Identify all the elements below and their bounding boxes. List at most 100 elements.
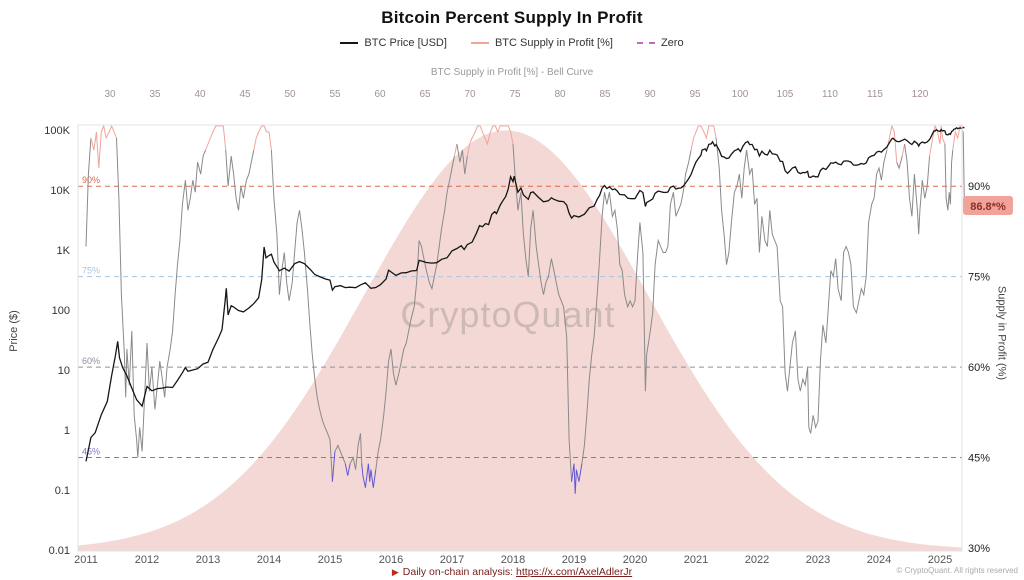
right-axis-tick: 90%	[968, 181, 990, 193]
legend-item-zero: Zero	[636, 37, 684, 49]
legend-label-btc-price: BTC Price [USD]	[364, 37, 447, 49]
left-axis-tick: 10	[58, 365, 70, 377]
left-axis-tick: 1K	[57, 245, 71, 257]
top-axis-tick: 65	[419, 89, 431, 100]
x-axis-tick: 2013	[196, 554, 220, 566]
supply-in-profit-line	[466, 125, 514, 157]
supply-in-profit-line	[453, 143, 458, 157]
supply-in-profit-line	[90, 124, 117, 169]
footer-link[interactable]: https://x.com/AxelAdlerJr	[516, 566, 633, 578]
right-axis-tick: 60%	[968, 362, 990, 374]
top-axis-tick: 70	[464, 89, 476, 100]
top-axis-tick: 60	[374, 89, 386, 100]
x-axis-tick: 2020	[623, 554, 647, 566]
current-value-text: 86.8*%	[970, 201, 1006, 213]
supply-in-profit-line	[334, 444, 346, 464]
supply-in-profit-line	[715, 137, 888, 434]
supply-in-profit-line	[944, 143, 954, 211]
top-axis-tick: 95	[689, 89, 701, 100]
x-axis-tick: 2017	[440, 554, 464, 566]
x-axis-tick: 2025	[928, 554, 952, 566]
supply-in-profit-line	[85, 137, 92, 247]
left-axis-tick: 0.01	[49, 545, 70, 557]
top-axis-tick: 55	[329, 89, 341, 100]
top-axis-tick: 105	[777, 89, 794, 100]
supply-in-profit-line	[904, 143, 931, 235]
legend-item-btc-price: BTC Price [USD]	[340, 37, 447, 49]
supply-line-swatch	[470, 42, 489, 44]
x-axis-tick: 2024	[867, 554, 891, 566]
legend: BTC Price [USD] BTC Supply in Profit [%]…	[0, 37, 1024, 49]
supply-in-profit-line	[690, 125, 717, 151]
top-axis-tick: 110	[822, 89, 838, 100]
x-axis-tick: 2019	[562, 554, 586, 566]
plot-border	[77, 124, 963, 552]
supply-in-profit-line	[205, 125, 227, 151]
x-axis-tick: 2012	[135, 554, 159, 566]
price-line-swatch	[340, 42, 359, 44]
gridline-label-45: 45%	[82, 447, 100, 457]
x-axis-tick: 2023	[806, 554, 830, 566]
supply-in-profit-line	[962, 131, 965, 206]
copyright-notice: © CryptoQuant. All rights reserved	[896, 566, 1019, 575]
footer-text: Daily on-chain analysis:	[402, 566, 514, 578]
bell-curve-area	[78, 130, 962, 551]
x-axis-tick: 2018	[501, 554, 525, 566]
flag-icon: ▶	[391, 567, 399, 577]
left-axis-tick: 10K	[50, 185, 70, 197]
left-axis-tick: 100K	[44, 125, 70, 137]
chart-title: Bitcoin Percent Supply In Profit	[381, 8, 643, 27]
legend-label-supply-in-profit: BTC Supply in Profit [%]	[494, 37, 613, 49]
supply-in-profit-line	[270, 149, 333, 482]
x-axis-tick: 2011	[74, 554, 98, 566]
supply-in-profit-line	[456, 143, 468, 175]
supply-in-profit-line	[344, 463, 351, 476]
x-axis-tick: 2022	[745, 554, 769, 566]
supply-in-profit-line	[116, 137, 207, 458]
top-axis-tick: 90	[644, 89, 656, 100]
supply-in-profit-line	[331, 451, 336, 482]
supply-in-profit-line	[225, 149, 255, 211]
supply-in-profit-line	[886, 124, 898, 163]
right-axis-tick: 45%	[968, 453, 990, 465]
supply-in-profit-line	[361, 463, 377, 488]
supply-in-profit-line	[349, 433, 363, 470]
supply-in-profit-line	[375, 156, 455, 470]
top-axis-tick: 40	[194, 89, 206, 100]
x-axis-tick: 2021	[684, 554, 708, 566]
supply-in-profit-line	[512, 143, 573, 482]
gridline-label-90: 90%	[82, 175, 100, 185]
top-axis-tick: 75	[509, 89, 521, 100]
btc-price-line	[85, 126, 965, 462]
gridline-label-75: 75%	[82, 266, 100, 276]
x-axis-tick: 2016	[379, 554, 403, 566]
current-value-badge	[963, 196, 1013, 215]
supply-in-profit-line	[896, 155, 903, 170]
supply-in-profit-line	[571, 463, 583, 494]
top-axis-tick: 80	[554, 89, 566, 100]
supply-in-profit-line	[581, 149, 692, 464]
supply-in-profit-line	[901, 143, 906, 157]
left-axis-tick: 0.1	[55, 485, 70, 497]
top-axis-tick: 115	[867, 89, 883, 100]
top-axis-tick: 85	[599, 89, 611, 100]
left-axis-tick: 100	[52, 305, 70, 317]
top-axis-tick: 45	[239, 89, 251, 100]
top-axis-tick: 120	[912, 89, 929, 100]
supply-in-profit-line	[253, 125, 272, 151]
gridline-label-60: 60%	[82, 356, 100, 366]
left-axis-tick: 1	[64, 425, 70, 437]
top-axis-tick: 100	[732, 89, 749, 100]
x-axis-tick: 2014	[257, 554, 281, 566]
top-axis-title: BTC Supply in Profit [%] - Bell Curve	[430, 67, 594, 78]
supply-in-profit-line	[929, 124, 946, 157]
legend-item-supply-in-profit: BTC Supply in Profit [%]	[470, 37, 613, 49]
right-axis-tick: 75%	[968, 272, 990, 284]
top-axis-tick: 35	[149, 89, 161, 100]
zero-line-swatch	[636, 42, 655, 44]
right-axis-tick: 30%	[968, 543, 990, 555]
footer: ▶ Daily on-chain analysis: https://x.com/…	[0, 566, 1024, 578]
x-axis-tick: 2015	[318, 554, 342, 566]
